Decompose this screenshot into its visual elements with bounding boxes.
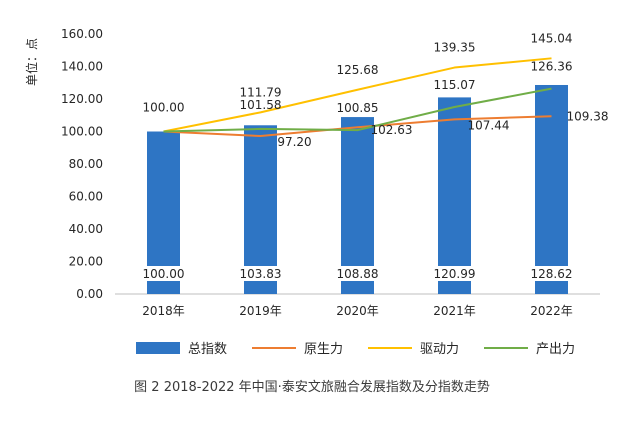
legend-label: 产出力 [536,342,575,357]
bar-value-label: 120.99 [434,267,476,281]
y-tick-label: 100.00 [61,125,103,139]
line-data-label: 100.85 [337,101,379,115]
bar-value-label: 128.62 [531,267,573,281]
figure-caption: 图 2 2018-2022 年中国·泰安文旅融合发展指数及分指数走势 [134,379,490,395]
line-data-label: 97.20 [277,135,311,149]
line-data-label: 102.63 [371,123,413,137]
y-tick-label: 60.00 [69,190,103,204]
bar-label-bg [529,266,574,281]
x-tick-label: 2022年 [530,304,573,318]
bar-value-label: 103.83 [240,267,282,281]
line-data-label: 139.35 [434,41,476,55]
line-data-label: 145.04 [531,31,573,45]
bar [341,117,374,294]
y-tick-label: 120.00 [61,92,103,106]
y-tick-label: 80.00 [69,157,103,171]
legend-swatch [136,342,180,354]
line-data-label: 115.07 [434,78,476,92]
bar-label-bg [141,266,186,281]
bar [244,125,277,295]
bar-label-bg [238,266,283,281]
y-tick-label: 160.00 [61,27,103,41]
series-line-产出力 [163,87,552,133]
legend-label: 驱动力 [420,342,459,357]
y-axis-title: 单位：点 [24,38,39,86]
bar-label-bg [432,266,477,281]
bar-value-label: 100.00 [143,267,185,281]
bar [438,97,471,294]
bar [535,84,568,295]
y-tick-label: 0.00 [76,287,103,301]
line-data-label: 109.38 [567,109,609,123]
line-data-label: 100.00 [143,101,185,115]
line-data-label: 107.44 [468,118,510,132]
bar-label-bg [335,266,380,281]
y-tick-label: 40.00 [69,222,103,236]
x-tick-label: 2018年 [142,304,185,318]
line-data-label: 111.79 [240,85,282,99]
series-line-驱动力 [163,57,552,133]
bar-value-label: 108.88 [337,267,379,281]
x-tick-label: 2020年 [336,304,379,318]
y-tick-label: 140.00 [61,60,103,74]
line-data-label: 101.58 [240,98,282,112]
legend-label: 总指数 [188,342,227,357]
legend-label: 原生力 [304,342,343,357]
x-tick-label: 2021年 [433,304,476,318]
line-data-label: 126.36 [531,60,573,74]
y-tick-label: 20.00 [69,255,103,269]
series-line-原生力 [163,115,552,138]
line-data-label: 125.68 [337,63,379,77]
x-tick-label: 2019年 [239,304,282,318]
